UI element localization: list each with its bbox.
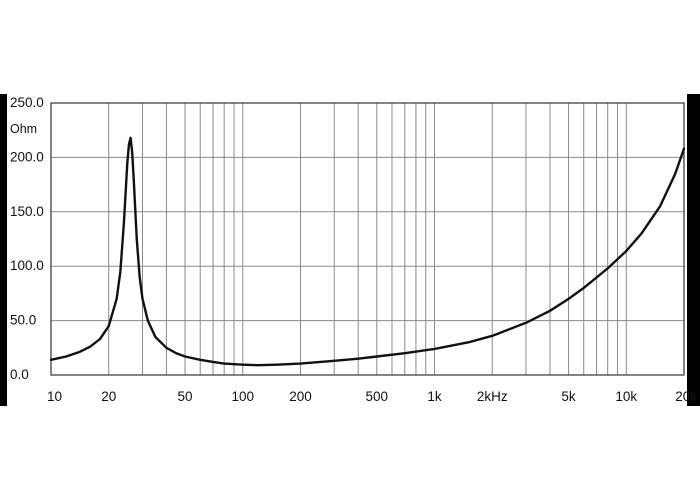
y-tick-label: 150.0 [10,204,44,219]
x-tick-label: 20k [675,389,697,404]
y-tick-label: 250.0 [10,95,44,110]
right-edge-bar [687,94,700,406]
x-tick-label: 100 [231,389,254,404]
y-tick-label: 100.0 [10,258,44,273]
y-axis-unit-label: Ohm [10,122,37,136]
y-tick-label: 0.0 [10,367,29,382]
x-tick-label: 1k [427,389,442,404]
y-tick-label: 200.0 [10,149,44,164]
x-tick-label: 50 [178,389,193,404]
y-tick-label: 50.0 [10,313,36,328]
series-layer [49,136,686,367]
x-tick-label: 10k [615,389,637,404]
plot-frame [50,102,685,376]
x-tick-label: 200 [289,389,312,404]
x-tick-label: 5k [561,389,576,404]
grid [51,103,684,375]
x-tick-label: 500 [366,389,389,404]
x-tick-label: 2kHz [477,389,508,404]
axes: 0.0 50.0 100.0 150.0 200.0 250.0 10 20 50 100 200 5… [10,95,697,404]
x-tick-label: 10 [47,389,62,404]
left-edge-bar [0,94,7,406]
x-tick-label: 20 [101,389,116,404]
impedance-curve [49,136,686,367]
